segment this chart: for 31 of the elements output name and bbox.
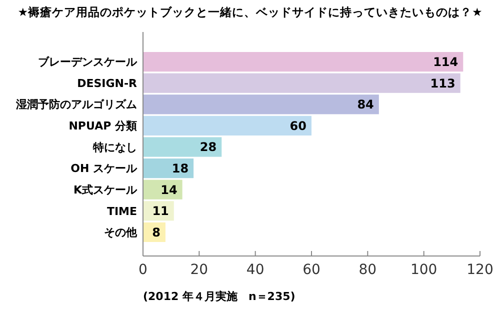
x-tick-label: 120 bbox=[466, 262, 494, 278]
x-tick-label: 60 bbox=[302, 262, 320, 278]
data-label: 60 bbox=[290, 118, 306, 133]
y-tick-label: ブレーデンスケール bbox=[38, 56, 138, 69]
data-label: 113 bbox=[430, 76, 456, 90]
bar bbox=[143, 94, 379, 114]
y-tick-label: 特になし bbox=[92, 140, 137, 154]
data-label: 28 bbox=[200, 140, 217, 154]
data-label: 18 bbox=[172, 162, 189, 176]
x-tick-label: 100 bbox=[410, 262, 438, 278]
y-tick-label: K式スケール bbox=[73, 183, 138, 196]
bar bbox=[143, 116, 312, 136]
x-tick-label: 20 bbox=[190, 262, 208, 278]
y-tick-label: OH スケール bbox=[70, 162, 138, 176]
bar bbox=[143, 52, 464, 72]
data-label: 11 bbox=[152, 204, 169, 218]
data-label: 14 bbox=[160, 182, 178, 197]
x-tick-label: 40 bbox=[246, 262, 264, 278]
y-tick-label: 湿潤予防のアルゴリズム bbox=[15, 98, 137, 112]
y-tick-label: NPUAP 分類 bbox=[68, 120, 137, 133]
data-label: 84 bbox=[357, 98, 374, 112]
x-tick-label: 0 bbox=[138, 262, 148, 278]
x-tick-label: 80 bbox=[358, 262, 377, 278]
chart-title: ★褥瘡ケア用品のポケットブックと一緒に、ベッドサイドに持っていきたいものは？★ bbox=[18, 5, 482, 19]
text: (2012 年４月実施 n＝235) bbox=[143, 290, 296, 303]
y-tick-label: その他 bbox=[104, 226, 138, 240]
y-tick-label: TIME bbox=[106, 204, 137, 218]
data-label: 8 bbox=[152, 225, 160, 240]
y-tick-label: DESIGN-R bbox=[77, 76, 138, 90]
bar bbox=[143, 73, 460, 93]
data-label: 114 bbox=[433, 55, 458, 69]
